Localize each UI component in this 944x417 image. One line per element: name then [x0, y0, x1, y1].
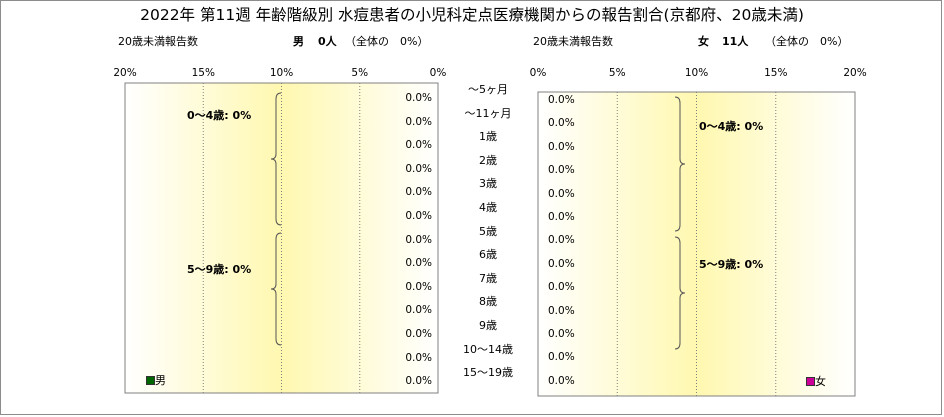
male-data-label: 0.0% [405, 233, 432, 246]
female-data-label: 0.0% [548, 164, 575, 177]
female-data-label: 0.0% [548, 328, 575, 340]
female-data-label: 0.0% [548, 187, 575, 200]
female-x-tick-label: 15% [764, 67, 788, 79]
female-share: （全体の 0%） [765, 35, 849, 48]
female-brace-0-4 [674, 96, 686, 232]
female-legend-label: 女 [815, 375, 826, 388]
male-axis-title: 20歳未満報告数 [118, 35, 198, 48]
age-category-label: 7歳 [479, 271, 497, 285]
age-category-label: 15～19歳 [463, 366, 513, 380]
male-count: 0人 [318, 35, 337, 48]
chart-title: 2022年 第11週 年齢階級別 水痘患者の小児科定点医療機関からの報告割合(京… [140, 6, 804, 24]
female-data-label: 0.0% [548, 234, 575, 247]
male-x-tick-label: 10% [269, 67, 294, 79]
male-group-label-5-9: 5～9歳: 0% [187, 263, 252, 276]
age-category-label: 8歳 [479, 295, 497, 309]
female-axis-title: 20歳未満報告数 [533, 35, 613, 48]
female-legend-swatch [806, 377, 815, 386]
male-legend-swatch [146, 376, 155, 385]
age-category-label: 3歳 [479, 177, 497, 191]
male-data-label: 0.0% [405, 162, 432, 175]
male-x-tick-label: 15% [191, 67, 215, 79]
age-category-label: 1歳 [479, 130, 497, 144]
female-group-label-0-4: 0～4歳: 0% [699, 120, 764, 133]
female-count: 11人 [722, 35, 749, 48]
male-group-label-0-4: 0～4歳: 0% [187, 109, 252, 122]
gridlines [202, 83, 777, 396]
male-x-tick-label: 0% [429, 67, 447, 79]
age-category-label: 5歳 [479, 224, 497, 238]
male-data-label: 0.0% [405, 186, 432, 199]
male-x-tick-label: 5% [351, 67, 369, 79]
age-category-label: ～11ヶ月 [464, 106, 512, 120]
female-x-tick-label: 20% [843, 67, 867, 79]
male-data-label: 0.0% [405, 115, 432, 128]
female-data-label: 0.0% [548, 94, 575, 106]
female-data-label: 0.0% [548, 117, 575, 130]
female-data-label: 0.0% [548, 257, 575, 270]
male-brace-0-4 [270, 92, 282, 226]
age-category-label: 10～14歳 [463, 342, 513, 356]
male-data-label: 0.0% [405, 304, 432, 317]
female-data-label: 0.0% [548, 281, 575, 294]
female-data-label: 0.0% [548, 140, 575, 153]
male-share: （全体の 0%） [345, 35, 429, 48]
age-group-braces [270, 92, 686, 350]
male-sex-label: 男 [293, 35, 304, 48]
female-data-label: 0.0% [548, 351, 575, 364]
female-data-label: 0.0% [548, 211, 575, 223]
age-category-label: 9歳 [479, 319, 497, 332]
male-data-label: 0.0% [405, 210, 432, 222]
female-data-label: 0.0% [548, 304, 575, 317]
female-sex-label: 女 [698, 35, 709, 48]
age-category-label: 4歳 [479, 201, 497, 214]
female-x-tick-label: 10% [684, 67, 709, 79]
male-brace-5-9 [270, 232, 282, 346]
age-category-label: 6歳 [479, 248, 497, 262]
male-data-label: 0.0% [405, 139, 432, 152]
age-category-label: ～5ヶ月 [468, 83, 508, 96]
male-x-tick-label: 20% [113, 67, 137, 79]
male-legend-label: 男 [155, 374, 166, 387]
male-data-label: 0.0% [405, 280, 432, 293]
male-data-label: 0.0% [405, 351, 432, 364]
female-brace-5-9 [674, 236, 686, 350]
female-x-tick-label: 0% [529, 67, 547, 79]
female-group-label-5-9: 5～9歳: 0% [699, 258, 764, 271]
male-data-label: 0.0% [405, 257, 432, 270]
male-data-label: 0.0% [405, 328, 432, 340]
age-category-label: 2歳 [479, 153, 497, 167]
male-data-label: 0.0% [405, 92, 432, 104]
female-x-tick-label: 5% [608, 67, 626, 79]
male-data-label: 0.0% [405, 375, 432, 388]
female-data-label: 0.0% [548, 374, 575, 387]
